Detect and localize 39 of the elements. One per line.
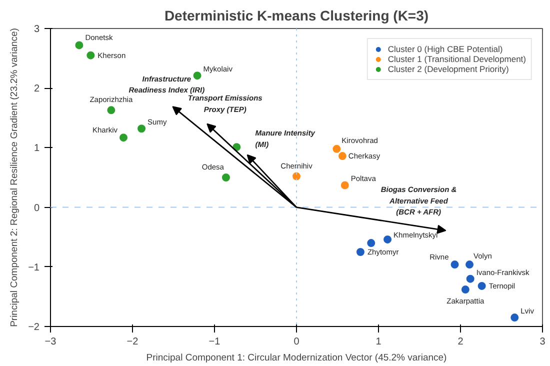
x-tick-label: −3: [44, 336, 57, 348]
legend-label: Cluster 2 (Development Priority): [388, 64, 509, 74]
point: [107, 106, 116, 114]
point: [332, 144, 341, 153]
point: [478, 282, 486, 290]
y-tick-label: −2: [28, 322, 40, 333]
point: [356, 248, 364, 256]
point: [340, 181, 349, 190]
legend-label: Cluster 0 (High CBE Potential): [388, 44, 503, 54]
point: [138, 124, 146, 133]
chart-title: Deterministic K-means Clustering (K=3): [164, 8, 429, 24]
point: [193, 72, 202, 80]
x-tick-label: 1: [376, 336, 382, 348]
point: [510, 314, 519, 322]
point: [367, 239, 376, 248]
x-tick-label: 3: [540, 336, 546, 348]
point: [466, 274, 474, 283]
y-tick-label: 1: [34, 143, 40, 154]
y-tick-label: 3: [34, 24, 40, 35]
y-tick-label: 0: [34, 202, 40, 214]
point: [466, 260, 474, 269]
y-axis-title: Principal Component 2: Regional Resilience Gradient (23.2% variance): [9, 28, 20, 327]
x-axis-title: Principal Component 1: Circular Modernization Vector (45.2% variance): [146, 352, 447, 364]
point: [292, 172, 300, 180]
point: [461, 286, 470, 294]
y-tick-label: −1: [28, 262, 40, 274]
point: [119, 134, 128, 142]
y-tick-label: 2: [34, 84, 40, 95]
point: [450, 260, 459, 269]
point: [86, 51, 95, 60]
point: [338, 152, 346, 160]
point: [75, 41, 84, 50]
x-tick-label: −1: [208, 336, 221, 348]
x-tick-label: 2: [458, 336, 464, 348]
x-tick-label: −2: [126, 336, 139, 348]
x-tick-label: 0: [294, 336, 300, 348]
point: [222, 174, 230, 182]
point: [384, 235, 392, 244]
legend-label: Cluster 1 (Transitional Development): [388, 54, 526, 64]
